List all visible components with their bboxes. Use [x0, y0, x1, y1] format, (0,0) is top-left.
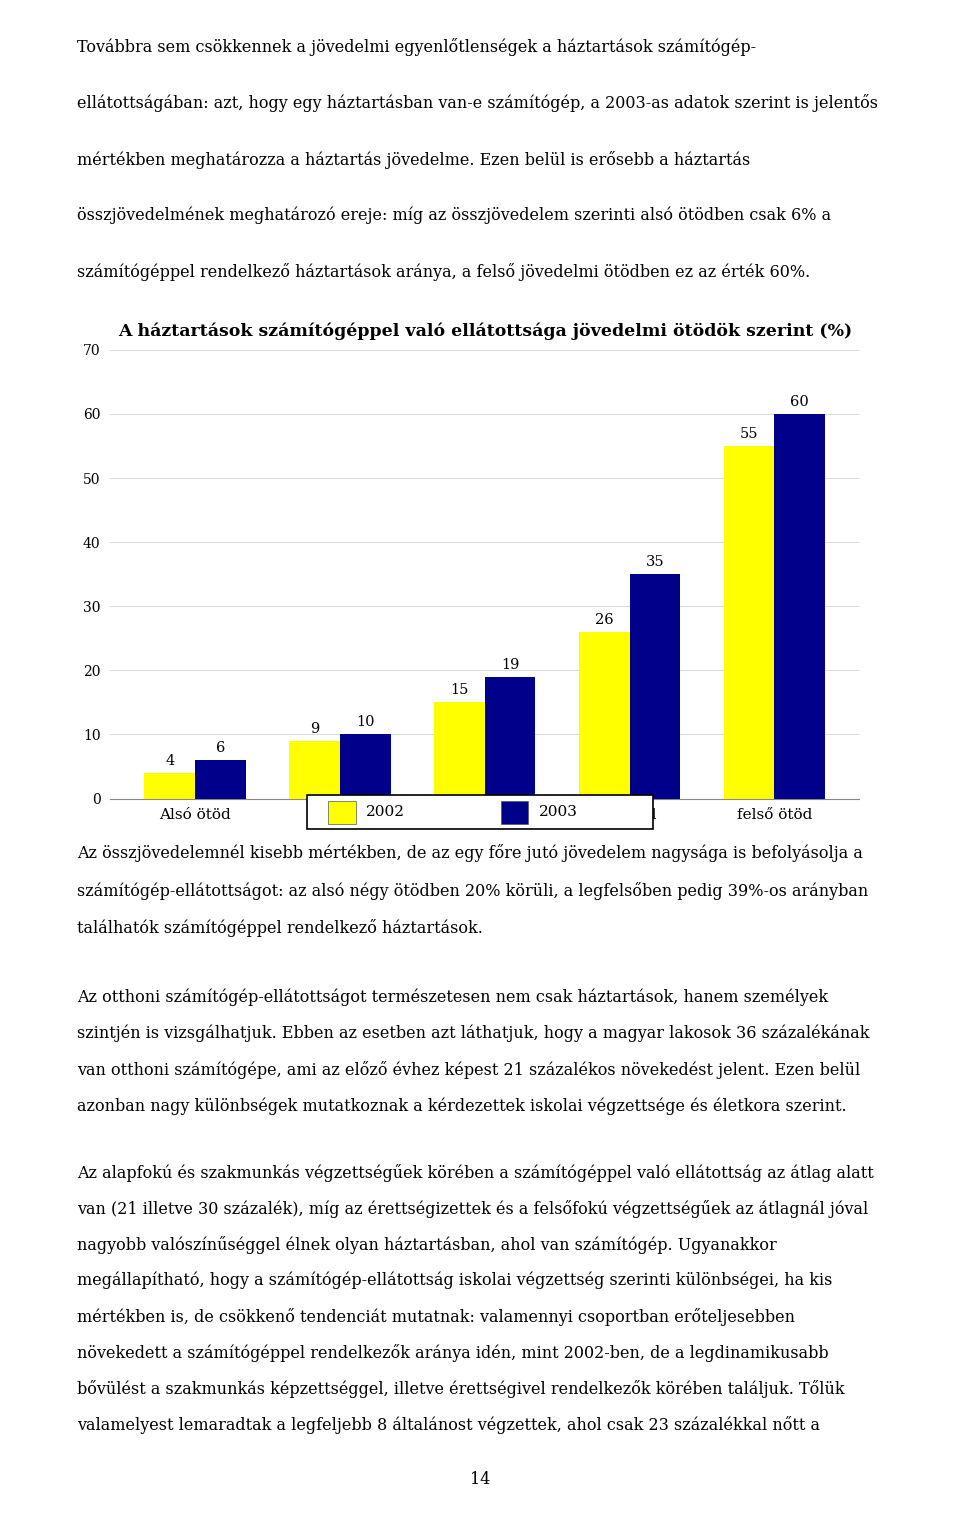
Text: Az összjövedelemnél kisebb mértékben, de az egy főre jutó jövedelem nagysága is : Az összjövedelemnél kisebb mértékben, de… — [77, 844, 863, 862]
Text: 4: 4 — [165, 754, 175, 768]
Text: azonban nagy különbségek mutatkoznak a kérdezettek iskolai végzettsége és életko: azonban nagy különbségek mutatkoznak a k… — [77, 1097, 847, 1115]
Text: szintjén is vizsgálhatjuk. Ebben az esetben azt láthatjuk, hogy a magyar lakosok: szintjén is vizsgálhatjuk. Ebben az eset… — [77, 1025, 870, 1042]
Title: A háztartások számítógéppel való ellátottsága jövedelmi ötödök szerint (%): A háztartások számítógéppel való ellátot… — [118, 322, 852, 339]
Bar — [724, 446, 775, 799]
Text: valamelyest lemaradtak a legfeljebb 8 általánost végzettek, ahol csak 23 százalé: valamelyest lemaradtak a legfeljebb 8 ál… — [77, 1416, 820, 1434]
Text: nagyobb valószínűséggel élnek olyan háztartásban, ahol van számítógép. Ugyanakko: nagyobb valószínűséggel élnek olyan házt… — [77, 1235, 777, 1253]
Bar — [434, 703, 485, 799]
Bar — [501, 800, 528, 824]
Text: van otthoni számítógépe, ami az előző évhez képest 21 százalékos növekedést jele: van otthoni számítógépe, ami az előző év… — [77, 1062, 860, 1078]
Text: van (21 illetve 30 százalék), míg az érettségizettek és a felsőfokú végzettségűe: van (21 illetve 30 százalék), míg az ére… — [77, 1200, 868, 1218]
Text: 6: 6 — [216, 741, 226, 754]
Text: 15: 15 — [450, 683, 468, 697]
Bar — [485, 677, 536, 799]
Text: 14: 14 — [469, 1471, 491, 1488]
Text: ellátottságában: azt, hogy egy háztartásban van-e számítógép, a 2003-as adatok s: ellátottságában: azt, hogy egy háztartás… — [77, 94, 877, 113]
Bar — [775, 414, 826, 799]
Bar — [328, 800, 355, 824]
Text: összjövedelmének meghatározó ereje: míg az összjövedelem szerinti alsó ötödben c: összjövedelmének meghatározó ereje: míg … — [77, 207, 831, 225]
Text: növekedett a számítógéppel rendelkezők aránya idén, mint 2002-ben, de a legdinam: növekedett a számítógéppel rendelkezők a… — [77, 1345, 828, 1363]
FancyBboxPatch shape — [307, 795, 653, 829]
Bar — [630, 573, 681, 799]
Text: 60: 60 — [790, 395, 809, 409]
Text: 55: 55 — [740, 427, 758, 441]
Bar — [289, 741, 340, 799]
Text: mértékben meghatározza a háztartás jövedelme. Ezen belül is erősebb a háztartás: mértékben meghatározza a háztartás jöved… — [77, 151, 750, 169]
Text: számítógép-ellátottságot: az alsó négy ötödben 20% körüli, a legfelsőben pedig 3: számítógép-ellátottságot: az alsó négy ö… — [77, 882, 868, 900]
Text: 26: 26 — [595, 613, 613, 627]
Text: 2003: 2003 — [539, 805, 578, 820]
Text: 35: 35 — [646, 555, 664, 569]
Bar — [195, 760, 246, 799]
Text: számítógéppel rendelkező háztartások aránya, a felső jövedelmi ötödben ez az ért: számítógéppel rendelkező háztartások ará… — [77, 263, 810, 281]
Text: mértékben is, de csökkenő tendenciát mutatnak: valamennyi csoportban erőteljeseb: mértékben is, de csökkenő tendenciát mut… — [77, 1308, 795, 1326]
Text: megállapítható, hogy a számítógép-ellátottság iskolai végzettség szerinti különb: megállapítható, hogy a számítógép-elláto… — [77, 1272, 832, 1290]
Bar — [340, 735, 391, 799]
Text: 2002: 2002 — [366, 805, 405, 820]
Text: 9: 9 — [310, 721, 320, 736]
Bar — [579, 631, 630, 799]
Text: 19: 19 — [501, 657, 519, 672]
Text: 10: 10 — [356, 715, 374, 729]
Text: találhatók számítógéppel rendelkező háztartások.: találhatók számítógéppel rendelkező házt… — [77, 919, 483, 937]
Text: bővülést a szakmunkás képzettséggel, illetve érettségivel rendelkezők körében ta: bővülést a szakmunkás képzettséggel, ill… — [77, 1381, 845, 1398]
Text: Az alapfokú és szakmunkás végzettségűek körében a számítógéppel való ellátottság: Az alapfokú és szakmunkás végzettségűek … — [77, 1164, 874, 1182]
Text: Továbbra sem csökkennek a jövedelmi egyenlőtlenségek a háztartások számítógép-: Továbbra sem csökkennek a jövedelmi egye… — [77, 38, 756, 56]
Text: Az otthoni számítógép-ellátottságot természetesen nem csak háztartások, hanem sz: Az otthoni számítógép-ellátottságot term… — [77, 989, 828, 1007]
Bar — [144, 773, 195, 799]
